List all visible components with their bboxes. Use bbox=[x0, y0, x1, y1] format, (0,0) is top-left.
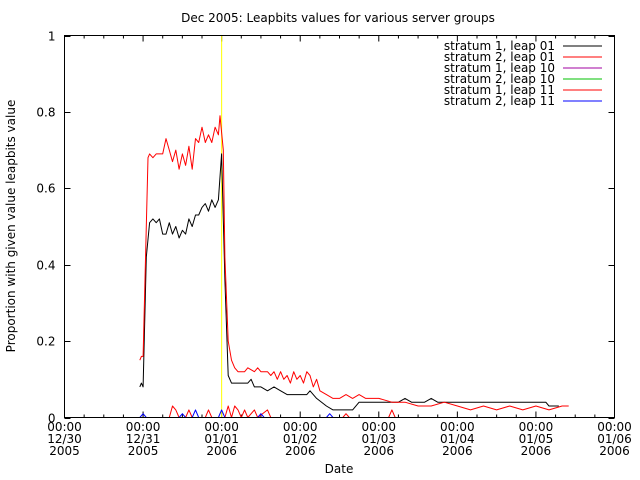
series-line-1 bbox=[139, 153, 559, 411]
series-line-6 bbox=[139, 409, 569, 418]
y-tick-label: 0.8 bbox=[36, 106, 55, 120]
x-tick-date: 01/02 bbox=[283, 432, 318, 446]
x-tick-year: 2006 bbox=[285, 444, 316, 458]
x-tick-date: 01/04 bbox=[440, 432, 475, 446]
series-lines bbox=[139, 115, 569, 418]
x-tick-time: 00:00 bbox=[204, 420, 239, 434]
x-tick-date: 01/03 bbox=[361, 432, 396, 446]
chart-title: Dec 2005: Leapbits values for various se… bbox=[181, 11, 495, 25]
legend-label: stratum 2, leap 01 bbox=[444, 50, 555, 64]
x-tick-time: 00:00 bbox=[440, 420, 475, 434]
x-tick-year: 2005 bbox=[128, 444, 159, 458]
x-tick-time: 00:00 bbox=[361, 420, 396, 434]
x-tick-date: 01/05 bbox=[519, 432, 554, 446]
x-tick-year: 2006 bbox=[206, 444, 237, 458]
x-axis: 00:0012/30200500:0012/31200500:0001/0120… bbox=[47, 35, 632, 458]
x-tick-date: 01/06 bbox=[597, 432, 632, 446]
legend-label: stratum 2, leap 11 bbox=[444, 94, 555, 108]
x-tick-time: 00:00 bbox=[126, 420, 161, 434]
x-tick-date: 12/30 bbox=[47, 432, 82, 446]
x-tick-date: 01/01 bbox=[204, 432, 239, 446]
x-tick-time: 00:00 bbox=[283, 420, 318, 434]
y-tick-label: 0.6 bbox=[36, 182, 55, 196]
x-tick-year: 2006 bbox=[364, 444, 395, 458]
x-tick-year: 2005 bbox=[49, 444, 80, 458]
y-tick-label: 0.2 bbox=[36, 335, 55, 349]
y-tick-label: 0 bbox=[48, 412, 56, 426]
legend-label: stratum 1, leap 11 bbox=[444, 83, 555, 97]
plot-frame bbox=[64, 35, 615, 418]
legend-label: stratum 1, leap 10 bbox=[444, 61, 555, 75]
x-tick-date: 12/31 bbox=[126, 432, 161, 446]
y-tick-label: 0.4 bbox=[36, 259, 55, 273]
x-axis-label: Date bbox=[325, 462, 354, 476]
x-tick-time: 00:00 bbox=[597, 420, 632, 434]
x-tick-time: 00:00 bbox=[47, 420, 82, 434]
y-axis-label: Proportion with given value leapbits val… bbox=[4, 100, 18, 353]
y-tick-label: 1 bbox=[48, 30, 56, 44]
x-tick-time: 00:00 bbox=[519, 420, 554, 434]
legend-label: stratum 1, leap 01 bbox=[444, 39, 555, 53]
y-axis: 0 0.2 0.4 0.6 0.8 1 bbox=[36, 30, 615, 426]
x-tick-year: 2006 bbox=[599, 444, 630, 458]
legend-label: stratum 2, leap 10 bbox=[444, 72, 555, 86]
plot-area: 00.20.40.60.81 00:0012/30200500:0012/312… bbox=[36, 30, 631, 459]
series-line-2 bbox=[139, 115, 569, 411]
x-tick-year: 2006 bbox=[442, 444, 473, 458]
x-tick-year: 2006 bbox=[521, 444, 552, 458]
